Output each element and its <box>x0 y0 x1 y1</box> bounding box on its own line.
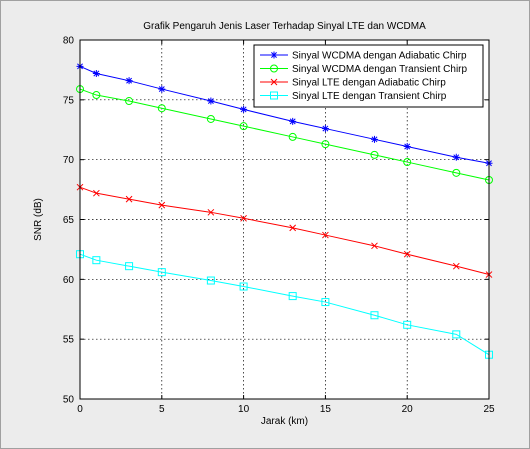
series-4 <box>76 250 493 359</box>
legend: Sinyal WCDMA dengan Adiabatic Chirp Sinya… <box>253 44 484 108</box>
data-point <box>158 85 166 93</box>
series-line <box>79 186 490 276</box>
data-point <box>452 153 460 161</box>
legend-item: Sinyal WCDMA dengan Transient Chirp <box>260 64 468 75</box>
data-point <box>240 214 247 222</box>
x-tick-label: 10 <box>238 404 250 415</box>
data-point <box>452 168 461 177</box>
x-axis-label: Jarak (km) <box>261 416 308 427</box>
data-point <box>125 195 133 203</box>
chart-title: Grafik Pengaruh Jenis Laser Terhadap Sin… <box>143 21 426 32</box>
data-point <box>370 150 379 159</box>
x-tick-label: 0 <box>77 404 83 415</box>
series-line <box>79 65 490 164</box>
data-point <box>92 70 100 78</box>
y-tick-label: 70 <box>63 155 75 166</box>
series-3 <box>76 183 493 278</box>
data-point <box>322 231 329 239</box>
data-point <box>158 201 166 209</box>
legend-swatch-marker <box>270 78 278 86</box>
legend-item: Sinyal LTE dengan Transient Chirp <box>260 91 447 102</box>
data-point <box>125 262 134 271</box>
data-point <box>370 311 379 320</box>
legend-swatch-marker <box>270 64 278 73</box>
data-point <box>240 105 248 113</box>
data-point <box>289 224 297 232</box>
data-point <box>239 282 248 291</box>
data-point <box>92 91 101 100</box>
data-point <box>289 117 297 125</box>
data-point <box>288 132 297 141</box>
data-point <box>157 104 166 113</box>
data-point <box>207 208 215 216</box>
y-tick-label: 50 <box>63 395 75 406</box>
data-point <box>371 242 378 250</box>
series-layer <box>76 62 493 359</box>
y-tick-label: 55 <box>63 335 75 346</box>
series-2 <box>76 85 493 185</box>
data-point <box>206 114 215 123</box>
legend-item: Sinyal WCDMA dengan Adiabatic Chirp <box>260 51 467 62</box>
y-tick-label: 60 <box>63 275 75 286</box>
data-point <box>157 268 166 277</box>
x-tick-label: 25 <box>483 404 495 415</box>
legend-label: Sinyal WCDMA dengan Adiabatic Chirp <box>292 51 467 62</box>
data-point <box>125 97 134 106</box>
data-point <box>403 250 411 258</box>
y-axis-label: SNR (dB) <box>33 198 44 241</box>
legend-label: Sinyal LTE dengan Transient Chirp <box>292 91 447 102</box>
data-point <box>321 140 330 149</box>
x-tick-label: 20 <box>402 404 414 415</box>
series-line <box>79 88 490 181</box>
data-point <box>370 135 378 143</box>
data-point <box>403 158 412 167</box>
y-tick-label: 65 <box>63 215 75 226</box>
data-point <box>452 330 461 339</box>
legend-box <box>253 44 484 108</box>
data-point <box>321 298 330 307</box>
data-point <box>403 320 412 329</box>
y-tick-label: 75 <box>63 95 75 106</box>
data-point <box>93 189 100 197</box>
axis-ticks: 0 5 10 15 20 25 50 55 60 65 70 75 80 <box>63 36 495 416</box>
legend-swatch-marker <box>270 51 278 59</box>
data-point <box>125 77 133 85</box>
data-point <box>403 143 411 151</box>
data-point <box>321 125 329 133</box>
x-tick-label: 15 <box>320 404 332 415</box>
data-point <box>239 122 248 131</box>
data-point <box>92 256 101 265</box>
series-line <box>79 253 490 356</box>
y-tick-label: 80 <box>63 36 75 47</box>
legend-label: Sinyal WCDMA dengan Transient Chirp <box>292 64 468 75</box>
data-point <box>207 97 215 105</box>
data-point <box>452 262 460 270</box>
legend-label: Sinyal LTE dengan Adiabatic Chirp <box>292 78 446 89</box>
legend-item: Sinyal LTE dengan Adiabatic Chirp <box>260 78 446 89</box>
legend-swatch-marker <box>270 91 278 100</box>
x-tick-label: 5 <box>159 404 165 415</box>
data-point <box>206 276 215 285</box>
data-point <box>288 292 297 301</box>
